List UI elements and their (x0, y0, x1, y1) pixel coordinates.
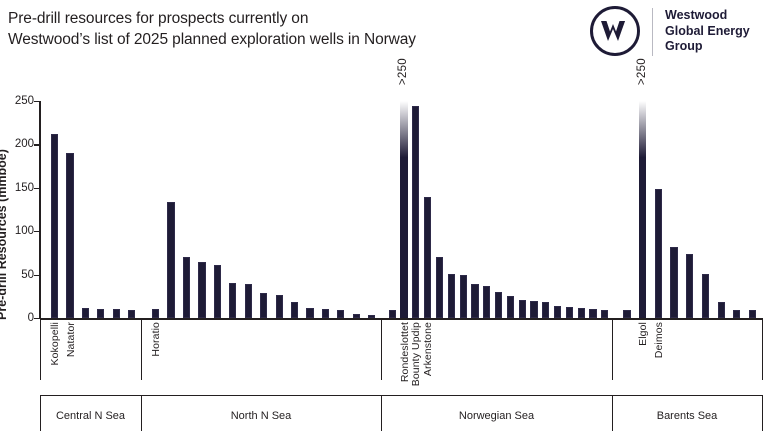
y-tick-mark (34, 144, 39, 146)
chart-bar (412, 106, 420, 318)
chart-bar (554, 305, 562, 318)
region-separator (141, 395, 143, 431)
x-tick-label: Arkenstone (422, 322, 435, 377)
region-label: North N Sea (230, 410, 292, 422)
chart-bar (542, 302, 550, 318)
chart-bar (639, 101, 647, 318)
x-tick-label: Bounty Updip (410, 322, 423, 387)
x-tick-label: Horatio (150, 322, 163, 357)
chart-bar (244, 284, 252, 318)
chart-bar (748, 310, 757, 318)
x-tick-label: Rondeslottet (398, 322, 411, 383)
chart-bar (198, 262, 206, 318)
chart-bar (601, 310, 609, 318)
chart-bar (577, 307, 585, 318)
chart-bar (81, 308, 90, 318)
chart-bar (321, 309, 330, 318)
chart-bar (506, 296, 514, 318)
chart-bar (260, 292, 268, 318)
region-label: Norwegian Sea (458, 410, 535, 422)
x-tick-label: Natator (64, 322, 77, 358)
y-tick-label: 0 (27, 312, 34, 324)
chart-bar (97, 309, 105, 318)
chart-bar (518, 299, 526, 318)
y-tick-mark (34, 318, 39, 320)
chart-bar (530, 300, 538, 318)
westwood-logo: Westwood Global Energy Group (590, 6, 750, 56)
chart-bar (51, 133, 59, 318)
chart-bar (623, 310, 631, 318)
page-title: Pre-drill resources for prospects curren… (8, 10, 416, 48)
chart-bar (352, 313, 360, 318)
chart-bar (337, 310, 345, 318)
x-tick-label: Deimos (652, 322, 665, 359)
chart-bar (128, 310, 136, 318)
chart-bar (306, 308, 314, 318)
chart-bar (717, 301, 725, 318)
chart-bar (167, 201, 175, 318)
chart-bar (229, 283, 237, 318)
region-label: Central N Sea (55, 410, 126, 422)
y-axis-line (39, 101, 41, 319)
westwood-w-icon (590, 6, 640, 56)
bar-clip-annotation: >250 (397, 58, 410, 86)
chart-bar (435, 257, 444, 318)
region-separator (762, 395, 764, 431)
region-separator (381, 395, 383, 431)
region-separator (612, 318, 614, 380)
chart-bar (494, 291, 503, 318)
chart-bar (471, 284, 479, 318)
region-separator (762, 318, 764, 380)
chart-bar (733, 310, 741, 318)
y-tick-mark (34, 101, 39, 103)
chart-bar (66, 153, 74, 318)
y-tick-label: 50 (21, 268, 34, 281)
chart-bar (368, 314, 376, 318)
x-tick-label: Kokopelli (49, 322, 62, 366)
y-tick-label: 100 (14, 225, 34, 238)
chart-bar (654, 188, 662, 318)
region-separator (40, 318, 42, 380)
y-tick-label: 250 (14, 95, 34, 107)
region-baseline (40, 395, 762, 397)
chart-bar (275, 295, 283, 318)
y-tick-mark (34, 274, 39, 276)
bar-clip-annotation: >250 (635, 58, 648, 86)
chart-bar (290, 301, 299, 318)
region-separator (612, 395, 614, 431)
chart-bar (459, 274, 467, 318)
region-label: Barents Sea (656, 410, 718, 422)
region-separator (141, 318, 143, 380)
chart-bar (701, 273, 710, 318)
y-tick-mark (34, 231, 39, 233)
y-tick-mark (34, 187, 39, 189)
chart-bar (182, 257, 191, 318)
chart-bar (152, 309, 160, 318)
chart-bar (400, 101, 408, 318)
chart-bar (112, 309, 120, 318)
chart-bar (565, 306, 574, 318)
chart-bar (388, 310, 396, 318)
y-tick-label: 150 (14, 181, 34, 194)
chart-bar (424, 197, 432, 318)
region-separator (381, 318, 383, 380)
plot-area (40, 101, 760, 318)
logo-wordmark: Westwood Global Energy Group (665, 8, 750, 53)
x-axis-line (40, 318, 762, 320)
chart-bar (447, 273, 455, 318)
chart-bar (589, 309, 597, 318)
y-tick-label: 200 (14, 138, 34, 151)
chart-bar (686, 253, 694, 318)
chart-bar (213, 265, 221, 318)
logo-divider (652, 8, 653, 56)
region-separator (40, 395, 42, 431)
chart-bar (483, 285, 491, 318)
chart-bar (670, 246, 678, 318)
x-tick-label: Elgol (637, 322, 650, 346)
